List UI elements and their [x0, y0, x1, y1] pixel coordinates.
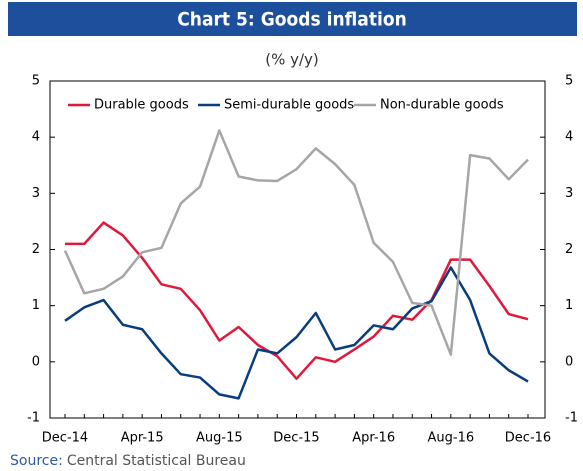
y-tick-label: -1 [27, 411, 40, 426]
x-tick-label: Aug-15 [196, 431, 243, 446]
series-line [63, 129, 529, 356]
legend-label: Semi-durable goods [224, 98, 354, 113]
x-tick-label: Aug-16 [428, 431, 475, 446]
x-tick-label: Dec-16 [505, 431, 551, 446]
y-tick-label: 4 [32, 130, 40, 145]
legend-label: Non-durable goods [380, 98, 504, 113]
x-tick-label: Dec-15 [273, 431, 319, 446]
title-banner [8, 2, 577, 36]
plot-frame [49, 80, 546, 419]
x-tick-label: Dec-14 [42, 431, 88, 446]
y2-tick-label: 1 [565, 298, 573, 313]
series-line [65, 221, 529, 380]
source-text: Central Statistical Bureau [67, 453, 246, 469]
series-line [64, 266, 529, 400]
x-tick-label: Apr-15 [121, 431, 164, 446]
y-tick-label: 5 [32, 74, 40, 89]
y2-tick-label: 0 [565, 354, 573, 369]
chart-subtitle: (% y/y) [265, 51, 319, 69]
y2-tick-label: 3 [565, 186, 573, 201]
y-tick-label: 0 [32, 354, 40, 369]
chart-title: Chart 5: Goods inflation [177, 9, 407, 31]
legend-label: Durable goods [94, 98, 189, 113]
y2-tick-label: 4 [565, 130, 573, 145]
y2-tick-label: 5 [565, 74, 573, 89]
y-tick-label: 1 [32, 298, 40, 313]
y2-tick-label: -1 [565, 411, 578, 426]
source: Source: Central Statistical Bureau [10, 453, 246, 469]
y-tick-label: 2 [32, 242, 40, 257]
y2-tick-label: 2 [565, 242, 573, 257]
x-tick-label: Apr-16 [352, 431, 395, 446]
y-tick-label: 3 [32, 186, 40, 201]
source-label: Source: [10, 453, 63, 469]
